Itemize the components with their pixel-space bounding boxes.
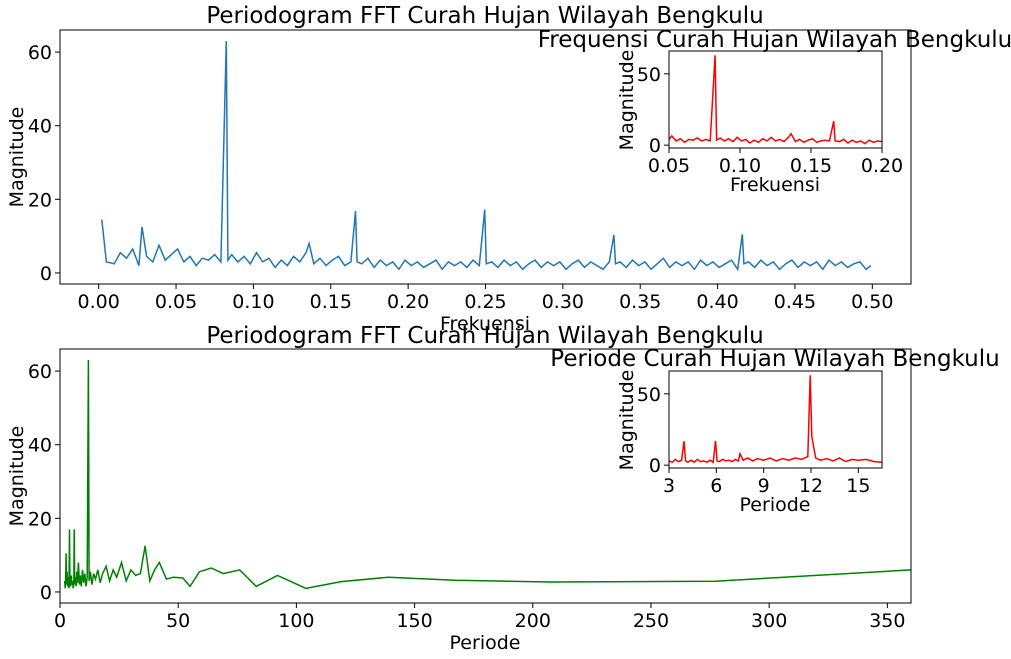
- x-tick-label: 100: [278, 610, 314, 632]
- top-frequency-series-line: [101, 40, 872, 272]
- x-tick-label: 250: [633, 610, 669, 632]
- top-inset-ylabel: Magnitude: [616, 50, 638, 151]
- x-tick-label: 0.15: [790, 155, 832, 177]
- x-tick-label: 0.20: [387, 291, 429, 313]
- bottom-inset-ylabel: Magnitude: [616, 370, 638, 471]
- bottom-chart-xlabel: Periode: [450, 632, 521, 654]
- x-tick-label: 0.10: [232, 291, 274, 313]
- x-tick-label: 0.10: [719, 155, 761, 177]
- x-tick-label: 0.30: [542, 291, 584, 313]
- y-tick-label: 0: [40, 263, 52, 285]
- bottom-inset-series-line: [668, 375, 883, 464]
- bottom-chart-title: Periodogram FFT Curah Hujan Wilayah Beng…: [206, 323, 763, 349]
- top-chart-xlabel: Frekuensi: [440, 313, 530, 335]
- top-inset-chart: 0.05 0.10 0.15 0.20 0 50 Frequensi Curah Huj…: [538, 27, 1011, 196]
- bottom-inset-title: Periode Curah Hujan Wilayah Bengkulu: [550, 346, 999, 372]
- bottom-inset-chart: 3 6 9 12 15 0 50 Periode Curah Hujan Wilayah …: [550, 346, 999, 516]
- x-tick-label: 0.20: [861, 155, 903, 177]
- y-tick-label: 50: [637, 384, 661, 406]
- y-tick-label: 20: [28, 508, 52, 530]
- x-tick-label: 350: [869, 610, 905, 632]
- x-tick-label: 0.25: [464, 291, 506, 313]
- y-tick-label: 0: [649, 455, 661, 477]
- x-tick-label: 0.05: [155, 291, 197, 313]
- top-inset-series-line: [668, 55, 883, 145]
- y-tick-label: 20: [28, 189, 52, 211]
- x-tick-label: 0.15: [310, 291, 352, 313]
- x-tick-label: 0.35: [619, 291, 661, 313]
- x-tick-label: 9: [758, 475, 770, 497]
- top-inset-title: Frequensi Curah Hujan Wilayah Bengkulu: [538, 27, 1011, 53]
- x-tick-label: 3: [663, 475, 675, 497]
- x-tick-label: 150: [396, 610, 432, 632]
- top-chart-title: Periodogram FFT Curah Hujan Wilayah Beng…: [206, 3, 763, 29]
- x-tick-label: 200: [515, 610, 551, 632]
- x-tick-label: 0.50: [851, 291, 893, 313]
- x-tick-label: 12: [799, 475, 823, 497]
- x-tick-label: 6: [710, 475, 722, 497]
- y-tick-label: 60: [28, 361, 52, 383]
- y-tick-label: 0: [40, 582, 52, 604]
- x-tick-label: 0.00: [78, 291, 120, 313]
- y-tick-label: 0: [649, 135, 661, 157]
- x-tick-label: 50: [166, 610, 190, 632]
- bottom-period-series-line: [63, 359, 912, 590]
- x-tick-label: 0.45: [774, 291, 816, 313]
- x-tick-label: 0: [54, 610, 66, 632]
- y-tick-label: 60: [28, 42, 52, 64]
- x-tick-label: 0.40: [696, 291, 738, 313]
- x-tick-label: 15: [846, 475, 870, 497]
- top-chart-ylabel: Magnitude: [6, 107, 28, 208]
- bottom-inset-xlabel: Periode: [740, 494, 811, 516]
- y-tick-label: 40: [28, 435, 52, 457]
- y-tick-label: 50: [637, 64, 661, 86]
- x-tick-label: 0.05: [648, 155, 690, 177]
- top-inset-xlabel: Frekuensi: [730, 174, 820, 196]
- x-tick-label: 300: [751, 610, 787, 632]
- bottom-chart-ylabel: Magnitude: [6, 426, 28, 527]
- y-tick-label: 40: [28, 116, 52, 138]
